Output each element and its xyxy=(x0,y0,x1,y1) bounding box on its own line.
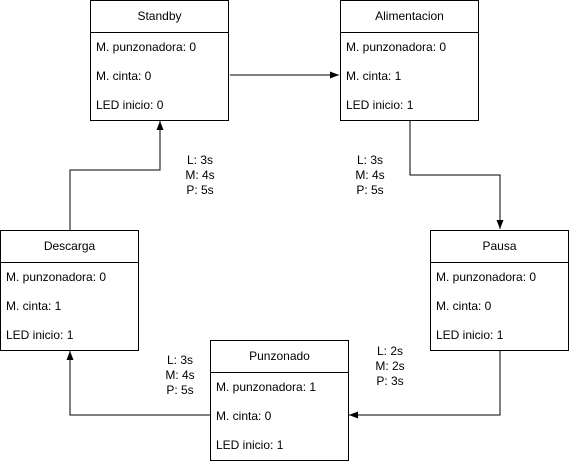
timing-p: P: 3s xyxy=(376,374,404,388)
state-standby-title: Standby xyxy=(91,1,228,33)
timing-m: M: 4s xyxy=(165,368,195,382)
arrow-alimentacion-to-pausa xyxy=(409,120,504,229)
state-alimentacion-title: Alimentacion xyxy=(341,1,478,33)
state-punzonado: Punzonado M. punzonadora: 1 M. cinta: 0 … xyxy=(210,340,349,461)
timing-m: M: 4s xyxy=(185,168,215,182)
arrow-punzonado-to-descarga xyxy=(66,351,210,416)
state-standby-led: LED inicio: 0 xyxy=(96,98,164,112)
state-pausa-led: LED inicio: 1 xyxy=(436,328,504,342)
state-pausa-title: Pausa xyxy=(431,231,568,263)
timing-label-alimentacion-pausa: L: 3s M: 4s P: 5s xyxy=(350,153,390,198)
state-standby-cinta: M. cinta: 0 xyxy=(96,69,152,83)
state-descarga-cinta: M. cinta: 1 xyxy=(6,299,62,313)
timing-l: L: 3s xyxy=(356,153,383,167)
state-pausa-punzonadora: M. punzonadora: 0 xyxy=(436,270,537,284)
state-standby-punzonadora: M. punzonadora: 0 xyxy=(96,40,197,54)
arrow-pausa-to-punzonado xyxy=(349,350,501,419)
state-descarga-punzonadora: M. punzonadora: 0 xyxy=(6,270,107,284)
state-punzonado-title: Punzonado xyxy=(211,341,348,373)
state-punzonado-punzonadora: M. punzonadora: 1 xyxy=(216,380,317,394)
state-alimentacion-led: LED inicio: 1 xyxy=(346,98,414,112)
state-punzonado-cinta: M. cinta: 0 xyxy=(216,409,272,423)
timing-p: P: 5s xyxy=(356,183,384,197)
timing-label-pausa-punzonado: L: 2s M: 2s P: 3s xyxy=(370,344,410,389)
state-descarga-title: Descarga xyxy=(1,231,138,263)
state-pausa-cinta: M. cinta: 0 xyxy=(436,299,492,313)
timing-m: M: 4s xyxy=(355,168,385,182)
state-alimentacion-punzonadora: M. punzonadora: 0 xyxy=(346,40,447,54)
state-pausa: Pausa M. punzonadora: 0 M. cinta: 0 LED … xyxy=(430,230,569,351)
timing-label-standby: L: 3s M: 4s P: 5s xyxy=(180,153,220,198)
timing-m: M: 2s xyxy=(375,359,405,373)
state-standby: Standby M. punzonadora: 0 M. cinta: 0 LE… xyxy=(90,0,229,121)
timing-p: P: 5s xyxy=(186,183,214,197)
timing-label-punzonado-descarga: L: 3s M: 4s P: 5s xyxy=(160,353,200,398)
state-alimentacion-cinta: M. cinta: 1 xyxy=(346,69,402,83)
state-punzonado-led: LED inicio: 1 xyxy=(216,438,284,452)
timing-l: L: 2s xyxy=(376,344,403,358)
timing-p: P: 5s xyxy=(166,383,194,397)
state-alimentacion: Alimentacion M. punzonadora: 0 M. cinta:… xyxy=(340,0,479,121)
state-descarga: Descarga M. punzonadora: 0 M. cinta: 1 L… xyxy=(0,230,139,351)
timing-l: L: 3s xyxy=(186,153,213,167)
arrow-descarga-to-standby xyxy=(69,121,164,230)
state-descarga-led: LED inicio: 1 xyxy=(6,328,74,342)
timing-l: L: 3s xyxy=(166,353,193,367)
